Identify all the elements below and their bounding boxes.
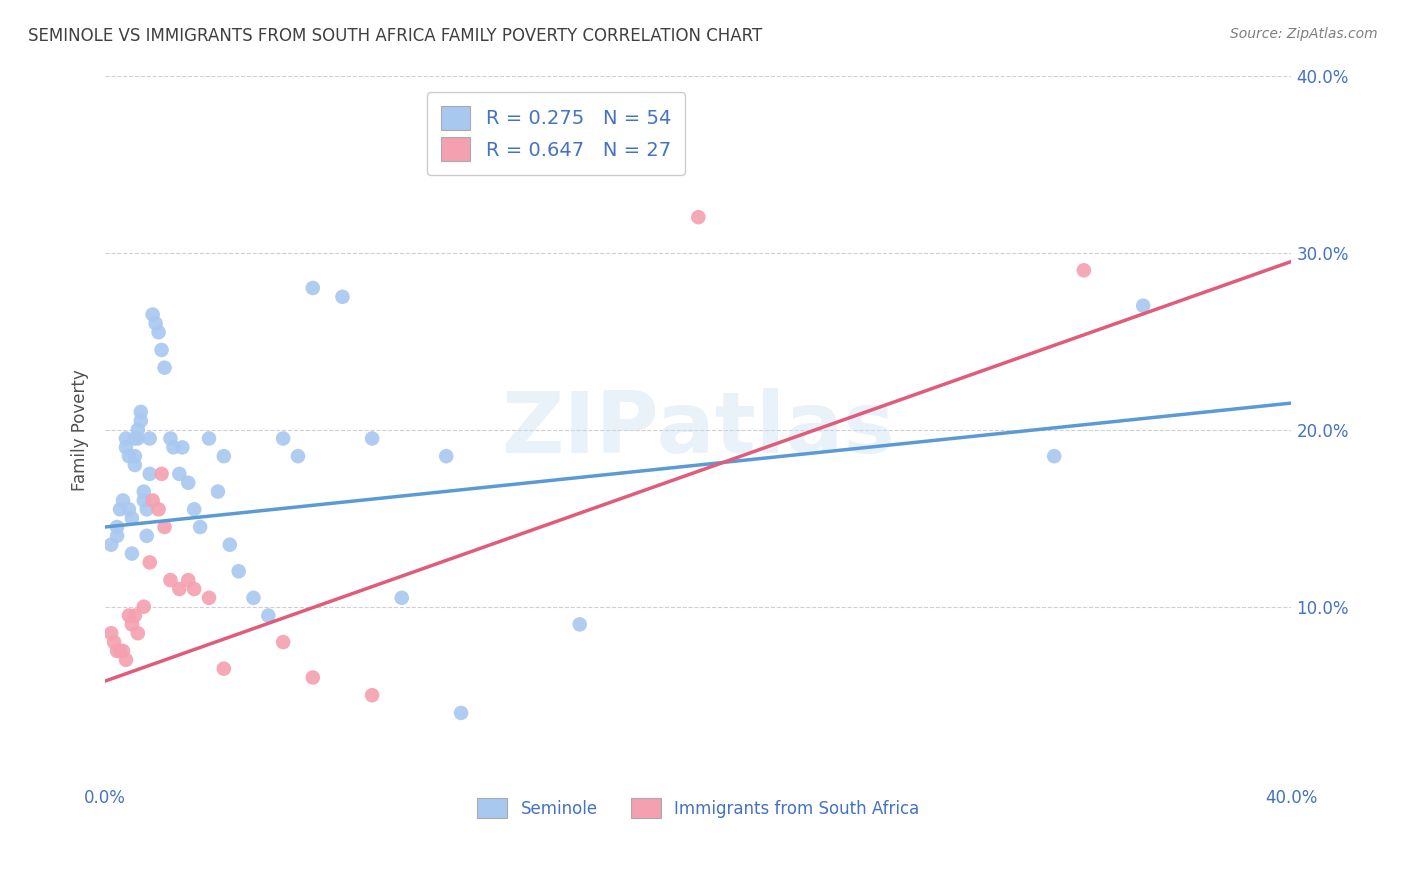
- Point: [121, 617, 143, 632]
- Point: [100, 538, 122, 552]
- Text: SEMINOLE VS IMMIGRANTS FROM SOUTH AFRICA FAMILY POVERTY CORRELATION CHART: SEMINOLE VS IMMIGRANTS FROM SOUTH AFRICA…: [28, 27, 762, 45]
- Point: [127, 423, 149, 437]
- Point: [228, 564, 250, 578]
- Point: [183, 502, 205, 516]
- Point: [124, 458, 146, 472]
- Point: [301, 671, 323, 685]
- Point: [148, 502, 170, 516]
- Point: [207, 484, 229, 499]
- Point: [242, 591, 264, 605]
- Point: [218, 538, 240, 552]
- Point: [124, 608, 146, 623]
- Point: [162, 440, 184, 454]
- Point: [169, 467, 191, 481]
- Point: [169, 582, 191, 596]
- Point: [100, 626, 122, 640]
- Point: [145, 317, 167, 331]
- Point: [127, 432, 149, 446]
- Point: [212, 662, 235, 676]
- Point: [132, 493, 155, 508]
- Point: [150, 343, 173, 357]
- Point: [135, 502, 157, 516]
- Point: [1073, 263, 1095, 277]
- Point: [159, 573, 181, 587]
- Point: [177, 573, 200, 587]
- Point: [129, 405, 152, 419]
- Point: [159, 432, 181, 446]
- Point: [132, 484, 155, 499]
- Point: [118, 502, 141, 516]
- Point: [135, 529, 157, 543]
- Point: [105, 644, 128, 658]
- Point: [111, 644, 134, 658]
- Point: [183, 582, 205, 596]
- Point: [450, 706, 472, 720]
- Point: [138, 556, 160, 570]
- Point: [271, 432, 294, 446]
- Point: [124, 449, 146, 463]
- Point: [142, 308, 165, 322]
- Point: [148, 325, 170, 339]
- Point: [118, 608, 141, 623]
- Point: [271, 635, 294, 649]
- Point: [115, 432, 138, 446]
- Point: [150, 467, 173, 481]
- Point: [287, 449, 309, 463]
- Point: [105, 520, 128, 534]
- Point: [153, 360, 176, 375]
- Y-axis label: Family Poverty: Family Poverty: [72, 368, 89, 491]
- Point: [212, 449, 235, 463]
- Point: [172, 440, 194, 454]
- Point: [108, 502, 131, 516]
- Point: [688, 210, 710, 224]
- Point: [138, 432, 160, 446]
- Point: [177, 475, 200, 490]
- Point: [105, 529, 128, 543]
- Point: [142, 493, 165, 508]
- Point: [188, 520, 211, 534]
- Text: Source: ZipAtlas.com: Source: ZipAtlas.com: [1230, 27, 1378, 41]
- Point: [198, 591, 221, 605]
- Point: [121, 511, 143, 525]
- Point: [301, 281, 323, 295]
- Point: [127, 626, 149, 640]
- Point: [391, 591, 413, 605]
- Point: [111, 493, 134, 508]
- Text: ZIPatlas: ZIPatlas: [502, 388, 896, 471]
- Point: [115, 653, 138, 667]
- Point: [332, 290, 354, 304]
- Point: [434, 449, 457, 463]
- Point: [124, 432, 146, 446]
- Point: [129, 414, 152, 428]
- Point: [108, 644, 131, 658]
- Point: [1043, 449, 1066, 463]
- Point: [361, 432, 384, 446]
- Legend: Seminole, Immigrants from South Africa: Seminole, Immigrants from South Africa: [471, 791, 927, 825]
- Point: [121, 547, 143, 561]
- Point: [361, 688, 384, 702]
- Point: [257, 608, 280, 623]
- Point: [115, 440, 138, 454]
- Point: [1132, 299, 1154, 313]
- Point: [568, 617, 591, 632]
- Point: [138, 467, 160, 481]
- Point: [198, 432, 221, 446]
- Point: [118, 449, 141, 463]
- Point: [103, 635, 125, 649]
- Point: [153, 520, 176, 534]
- Point: [132, 599, 155, 614]
